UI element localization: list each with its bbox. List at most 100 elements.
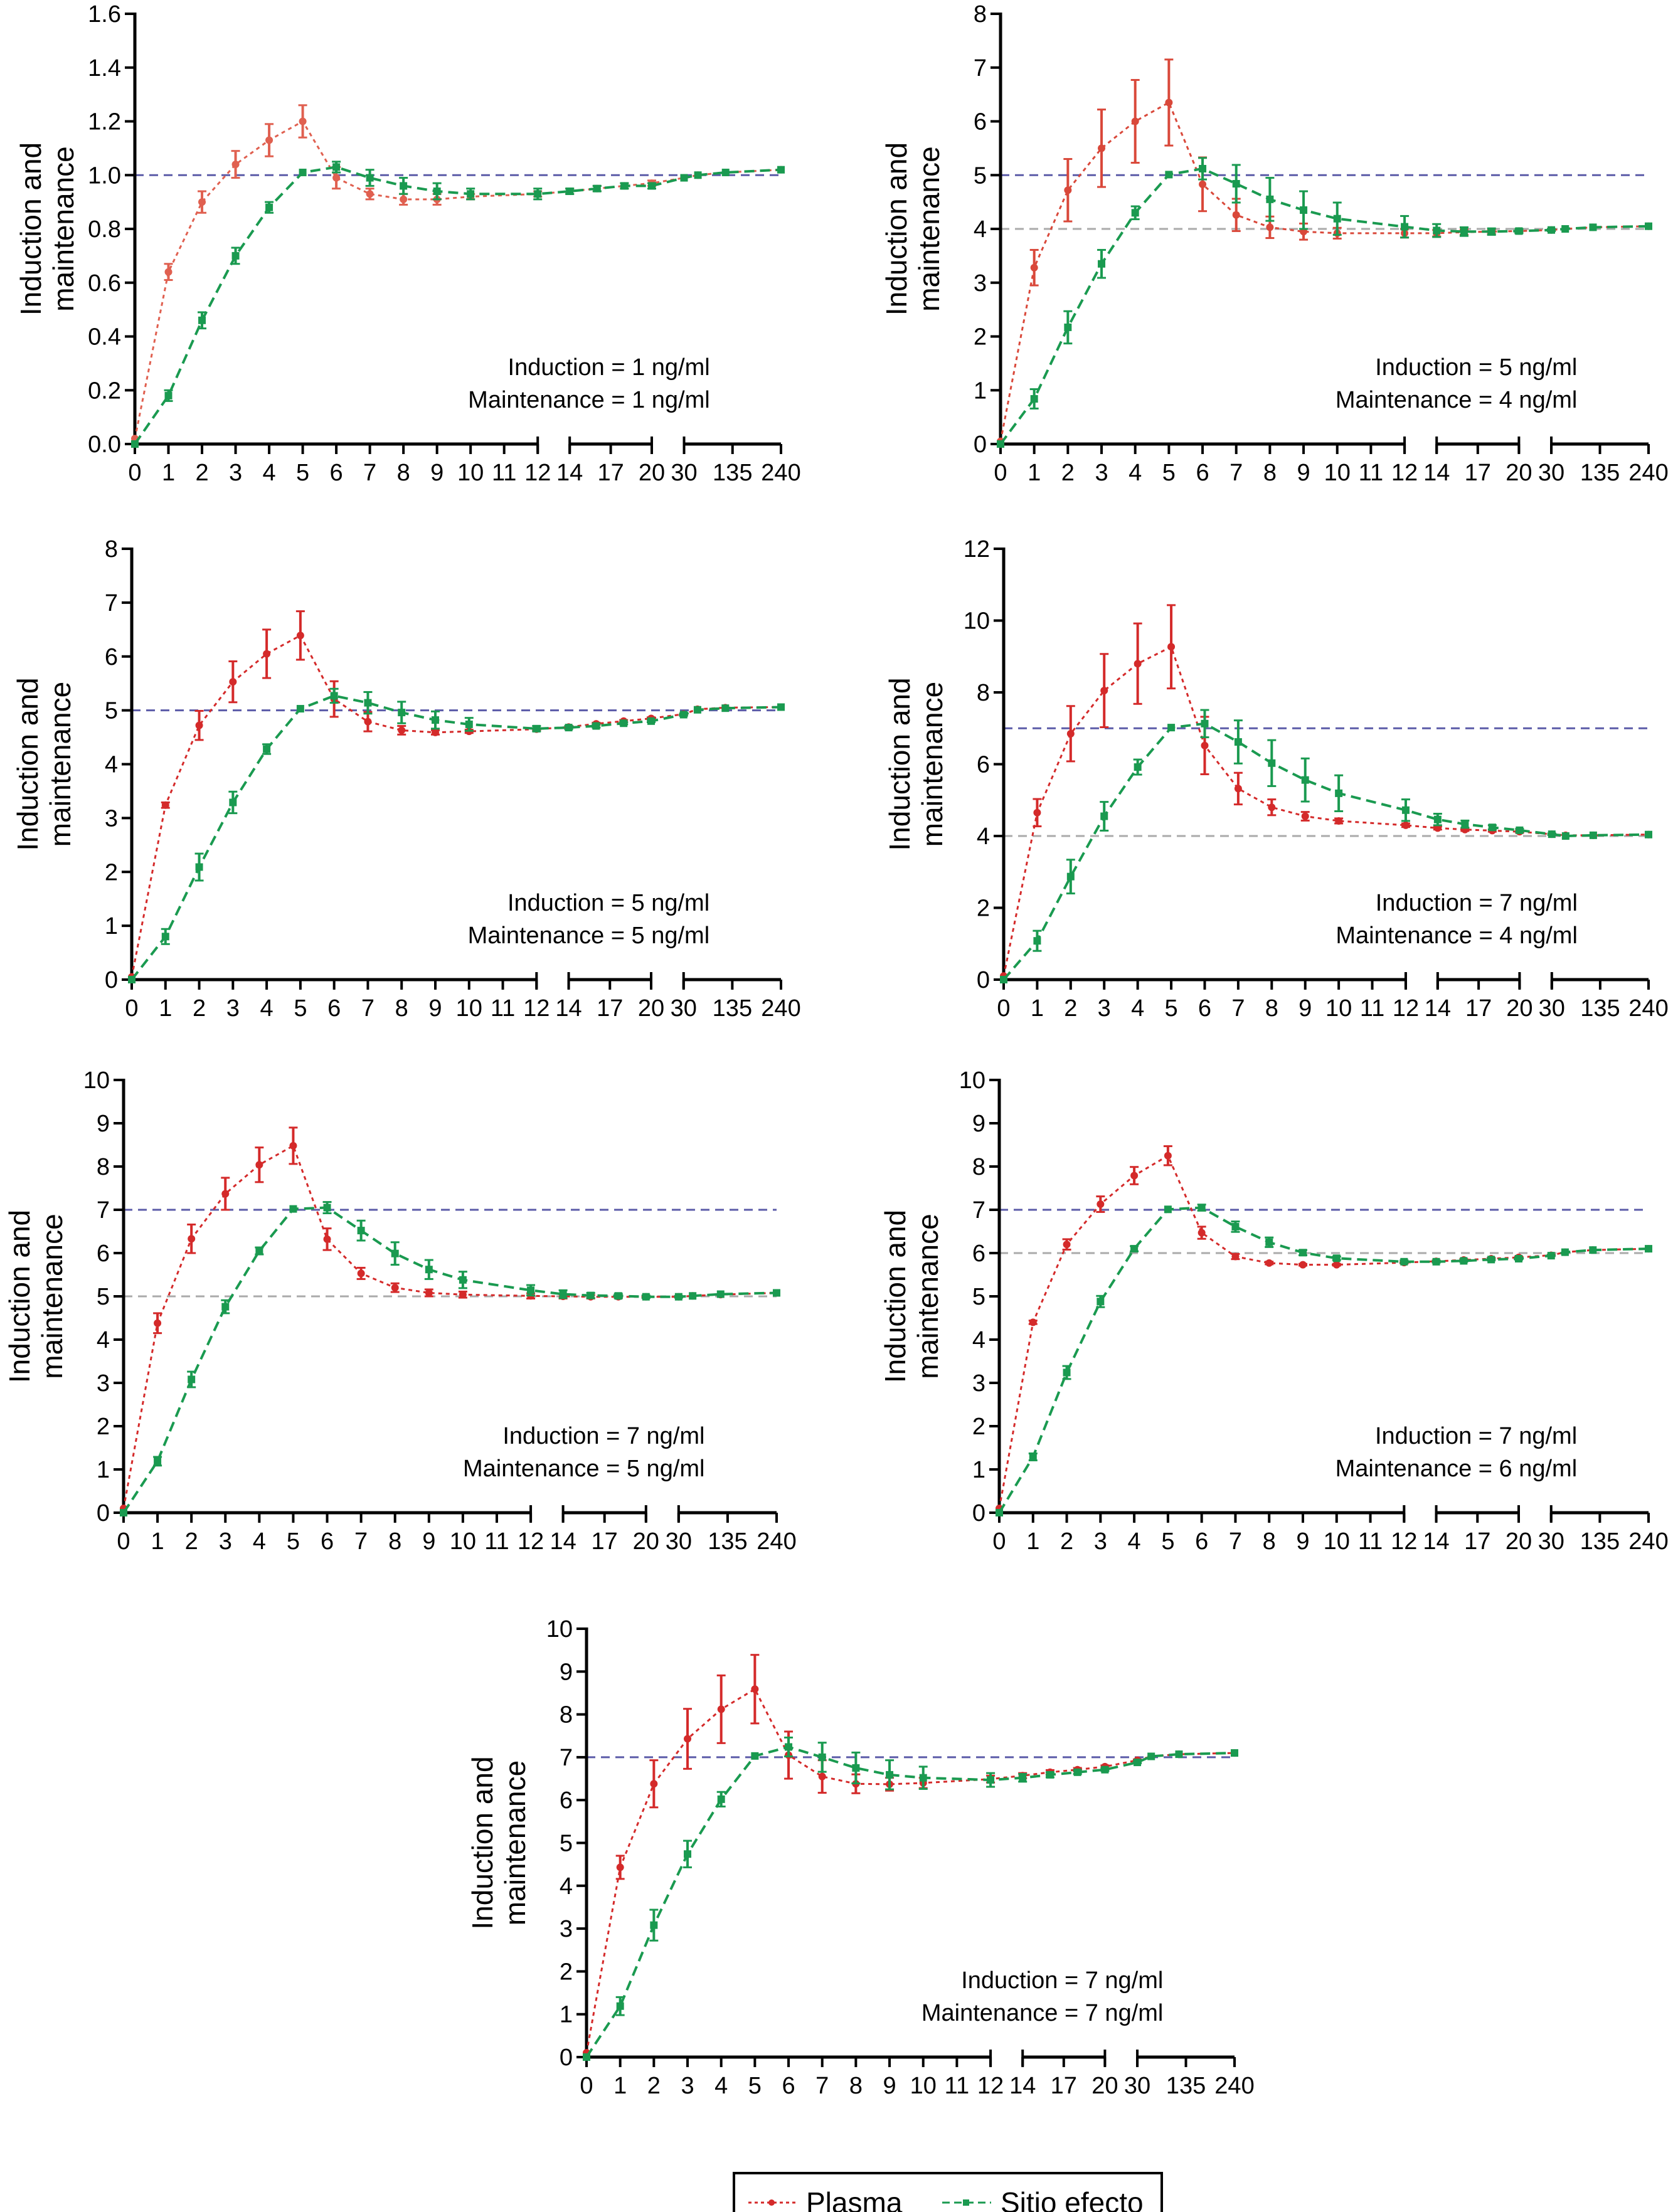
plasma-data-point [1199,180,1207,188]
maintenance-annotation: Maintenance = 5 ng/ml [463,1456,705,1482]
sitio-efecto-data-point [1231,1749,1238,1757]
y-tick-label: 1 [974,378,987,404]
sitio-efecto-data-point [616,2002,624,2010]
x-tick-label: 2 [193,995,206,1022]
sitio-efecto-data-point [751,1752,759,1760]
y-tick-label: 0 [977,967,990,993]
sitio-efecto-data-point [1589,223,1597,231]
sitio-efecto-data-point [330,692,338,700]
sitio-efecto-data-point [1000,976,1007,983]
y-tick-label: 1 [560,2002,573,2028]
sitio-efecto-data-point [198,316,206,324]
sitio-efecto-data-point [620,182,629,190]
plasma-data-point [1097,1200,1105,1209]
x-tick-label: 30 [1539,995,1565,1022]
plasma-data-point [1098,144,1106,152]
plasma-data-point [1231,1252,1240,1261]
sitio-efecto-data-point [650,1921,658,1929]
sitio-efecto-data-point [1100,812,1108,820]
sitio-efecto-series-line [585,1745,1235,2058]
sitio-efecto-data-point [1401,223,1409,231]
induction-annotation: Induction = 1 ng/ml [508,354,710,381]
induction-annotation: Induction = 5 ng/ml [1375,354,1577,381]
y-tick-label: 1.2 [88,109,121,135]
sitio-efecto-data-point [1066,872,1075,881]
sitio-efecto-data-point [679,711,688,719]
x-tick-label: 14 [1423,1528,1449,1555]
sitio-efecto-data-point [1461,820,1469,828]
x-tick-label: 12 [523,995,550,1022]
y-tick-label: 0.6 [88,270,121,297]
sitio-efecto-data-point [1063,1368,1071,1377]
plasma-data-point [1299,1261,1307,1269]
x-tick-label: 17 [1465,995,1492,1022]
y-tick-label: 3 [105,805,118,832]
y-axis-label-line2: maintenance [44,682,77,847]
sitio-efecto-data-point [647,717,655,725]
x-tick-label: 7 [354,1528,368,1555]
x-tick-label: 7 [815,2073,829,2099]
x-tick-label: 240 [1214,2073,1254,2099]
sitio-efecto-data-point [1167,724,1176,732]
plasma-data-point [398,726,406,734]
sitio-efecto-data-point [680,174,688,182]
sitio-efecto-data-point [1433,815,1442,823]
induction-annotation: Induction = 7 ng/ml [502,1423,704,1449]
y-tick-label: 10 [964,608,990,635]
x-tick-label: 5 [1164,995,1177,1022]
sitio-efecto-data-point [425,1266,433,1274]
x-tick-label: 0 [994,460,1007,486]
sitio-efecto-data-point [1589,1246,1597,1254]
y-axis-label-line1: Induction and [880,142,913,315]
y-tick-label: 7 [974,55,987,82]
plasma-data-point [1134,660,1142,668]
plasma-data-point [1130,1172,1139,1180]
x-tick-label: 1 [151,1528,164,1555]
x-tick-label: 8 [388,1528,401,1555]
x-tick-label: 12 [977,2073,1004,2099]
plasma-series-line [585,1688,1235,2053]
y-tick-label: 5 [972,1284,985,1310]
x-tick-label: 3 [219,1528,232,1555]
sitio-efecto-data-point [1164,1205,1172,1214]
sitio-efecto-data-point [674,1293,682,1301]
x-tick-label: 1 [159,995,172,1022]
x-tick-label: 17 [597,460,624,486]
x-tick-label: 9 [422,1528,435,1555]
plasma-data-point [188,1235,196,1243]
x-tick-label: 5 [294,995,307,1022]
x-tick-label: 0 [117,1528,130,1555]
y-tick-label: 0 [974,431,987,458]
x-tick-label: 5 [748,2073,762,2099]
y-tick-label: 6 [972,1241,985,1267]
sitio-efecto-data-point [1460,1257,1468,1265]
sitio-efecto-data-point [1299,1249,1307,1257]
plasma-series-line [1002,645,1649,976]
plasma-data-point [1164,1151,1172,1160]
plasma-data-point [459,1291,467,1299]
y-tick-label: 0.4 [88,324,121,351]
plasma-data-point [195,721,203,729]
y-tick-label: 2 [972,1414,985,1440]
sitio-efecto-data-point [717,1795,725,1803]
x-tick-label: 5 [1161,1528,1174,1555]
sitio-efecto-data-point [231,251,240,260]
x-tick-label: 20 [633,1528,659,1555]
x-tick-label: 4 [714,2073,728,2099]
induction-annotation: Induction = 5 ng/ml [507,890,709,916]
plasma-series-line [130,634,782,977]
sitio-efecto-data-point [431,716,439,724]
x-tick-label: 12 [1391,460,1418,486]
plasma-data-point [1131,117,1139,125]
sitio-efecto-data-point [1134,763,1142,771]
sitio-efecto-data-point [296,705,304,713]
x-tick-label: 135 [713,995,752,1022]
x-tick-label: 135 [713,460,752,486]
x-tick-label: 20 [1091,2073,1118,2099]
y-tick-label: 4 [972,1327,985,1353]
sitio-efecto-data-point [1645,222,1652,230]
sitio-efecto-data-point [1201,719,1209,728]
sitio-efecto-data-point [566,187,574,195]
x-tick-label: 240 [1628,995,1668,1022]
